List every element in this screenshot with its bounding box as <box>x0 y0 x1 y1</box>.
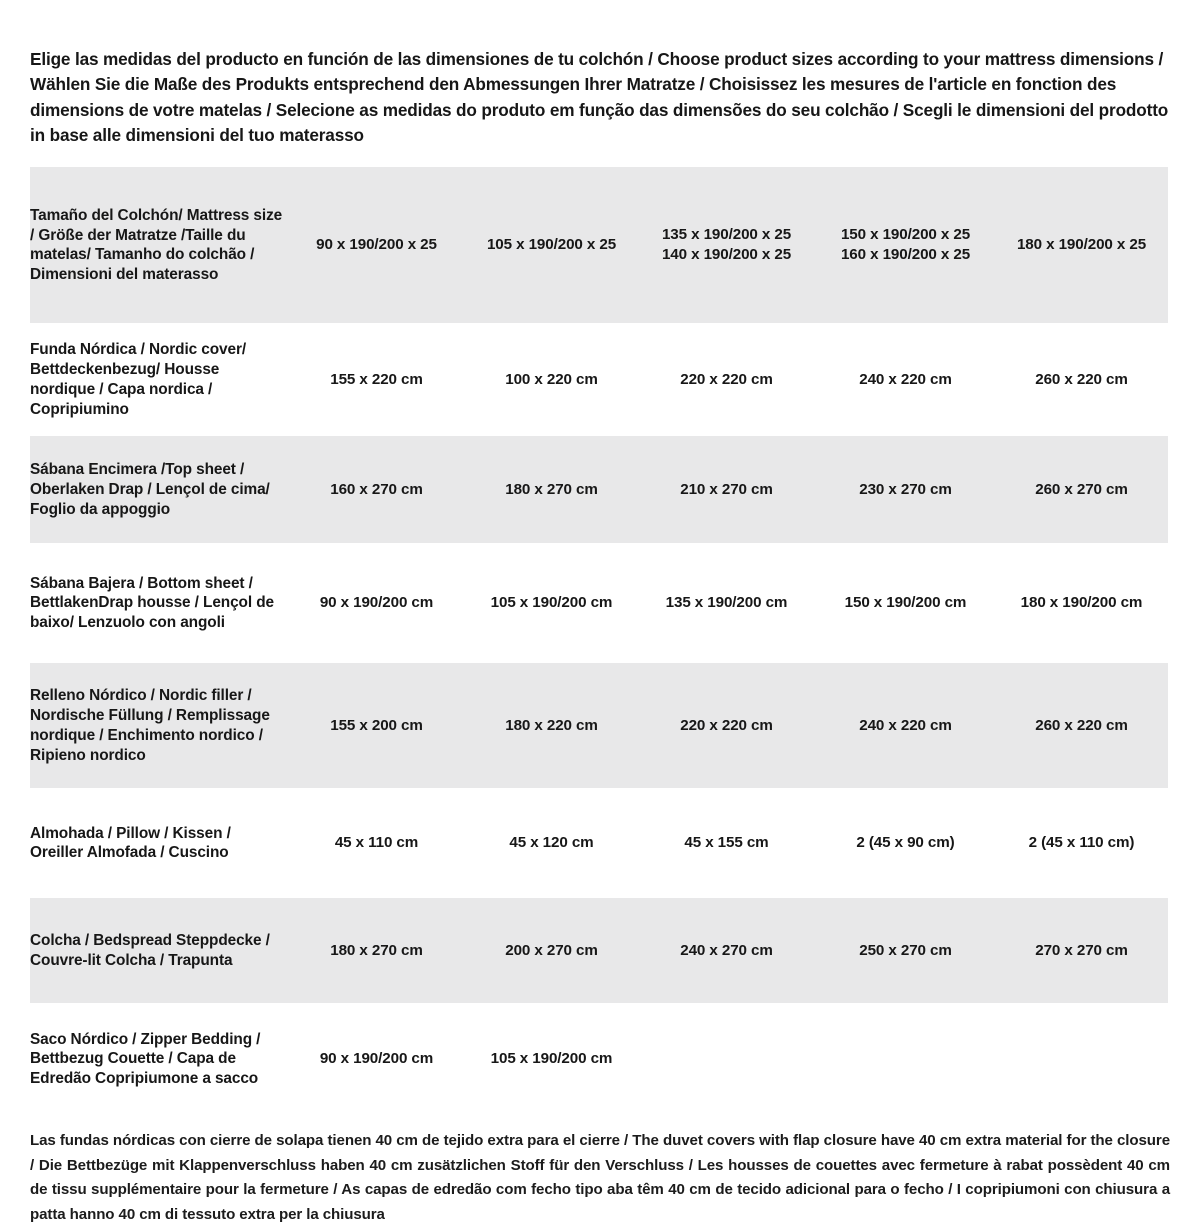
cell-bottom-sheet-col-3: 135 x 190/200 cm <box>637 543 816 664</box>
header-col-3-line-1: 135 x 190/200 x 25 <box>661 225 792 243</box>
cell-bottom-sheet-col-4: 150 x 190/200 cm <box>816 543 995 664</box>
cell-bottom-sheet-col-1: 90 x 190/200 cm <box>287 543 466 664</box>
table-row: Sábana Encimera /Top sheet / Oberlaken D… <box>30 436 1168 544</box>
header-col-5: 180 x 190/200 x 25 <box>995 167 1168 324</box>
cell-bottom-sheet-col-2: 105 x 190/200 cm <box>466 543 637 664</box>
cell-nordic-filler-col-5: 260 x 220 cm <box>995 663 1168 789</box>
cell-zipper-bedding-col-5 <box>995 1003 1168 1116</box>
cell-top-sheet-col-3: 210 x 270 cm <box>637 436 816 544</box>
cell-nordic-cover-col-4: 240 x 220 cm <box>816 323 995 437</box>
row-label-bottom-sheet: Sábana Bajera / Bottom sheet / Bettlaken… <box>30 543 287 664</box>
row-label-bedspread: Colcha / Bedspread Steppdecke / Couvre-l… <box>30 898 287 1004</box>
header-col-3-line-2: 140 x 190/200 x 25 <box>661 246 792 264</box>
cell-zipper-bedding-col-1: 90 x 190/200 cm <box>287 1003 466 1116</box>
header-col-4-line-1: 150 x 190/200 x 25 <box>840 225 971 243</box>
cell-bedspread-col-4: 250 x 270 cm <box>816 898 995 1004</box>
cell-zipper-bedding-col-4 <box>816 1003 995 1116</box>
row-label-top-sheet: Sábana Encimera /Top sheet / Oberlaken D… <box>30 436 287 544</box>
cell-pillow-col-5: 2 (45 x 110 cm) <box>995 788 1168 899</box>
header-label-mattress-size: Tamaño del Colchón/ Mattress size / Größ… <box>30 167 287 324</box>
table-header-row: Tamaño del Colchón/ Mattress size / Größ… <box>30 167 1168 324</box>
table-row: Funda Nórdica / Nordic cover/ Bettdecken… <box>30 323 1168 437</box>
row-label-pillow: Almohada / Pillow / Kissen / Oreiller Al… <box>30 788 287 899</box>
table-row: Almohada / Pillow / Kissen / Oreiller Al… <box>30 788 1168 899</box>
cell-zipper-bedding-col-2: 105 x 190/200 cm <box>466 1003 637 1116</box>
cell-nordic-cover-col-3: 220 x 220 cm <box>637 323 816 437</box>
cell-bedspread-col-3: 240 x 270 cm <box>637 898 816 1004</box>
size-guide-page: Elige las medidas del producto en funció… <box>0 17 1200 1223</box>
footnote-paragraph: Las fundas nórdicas con cierre de solapa… <box>30 1132 1170 1223</box>
cell-pillow-col-2: 45 x 120 cm <box>466 788 637 899</box>
cell-top-sheet-col-5: 260 x 270 cm <box>995 436 1168 544</box>
table-row: Sábana Bajera / Bottom sheet / Bettlaken… <box>30 543 1168 664</box>
cell-nordic-cover-col-2: 100 x 220 cm <box>466 323 637 437</box>
cell-nordic-filler-col-2: 180 x 220 cm <box>466 663 637 789</box>
row-label-zipper-bedding: Saco Nórdico / Zipper Bedding / Bettbezu… <box>30 1003 287 1116</box>
cell-nordic-filler-col-1: 155 x 200 cm <box>287 663 466 789</box>
row-label-nordic-cover: Funda Nórdica / Nordic cover/ Bettdecken… <box>30 323 287 437</box>
cell-bedspread-col-1: 180 x 270 cm <box>287 898 466 1004</box>
table-row: Relleno Nórdico / Nordic filler / Nordis… <box>30 663 1168 789</box>
cell-pillow-col-4: 2 (45 x 90 cm) <box>816 788 995 899</box>
cell-nordic-cover-col-1: 155 x 220 cm <box>287 323 466 437</box>
header-col-2: 105 x 190/200 x 25 <box>466 167 637 324</box>
table-row: Colcha / Bedspread Steppdecke / Couvre-l… <box>30 898 1168 1004</box>
cell-top-sheet-col-2: 180 x 270 cm <box>466 436 637 544</box>
cell-pillow-col-3: 45 x 155 cm <box>637 788 816 899</box>
header-col-4-line-2: 160 x 190/200 x 25 <box>840 246 971 264</box>
cell-top-sheet-col-4: 230 x 270 cm <box>816 436 995 544</box>
header-col-1: 90 x 190/200 x 25 <box>287 167 466 324</box>
cell-top-sheet-col-1: 160 x 270 cm <box>287 436 466 544</box>
cell-bedspread-col-5: 270 x 270 cm <box>995 898 1168 1004</box>
cell-bottom-sheet-col-5: 180 x 190/200 cm <box>995 543 1168 664</box>
cell-bedspread-col-2: 200 x 270 cm <box>466 898 637 1004</box>
header-col-1-line-1: 90 x 190/200 x 25 <box>316 236 437 254</box>
cell-nordic-filler-col-3: 220 x 220 cm <box>637 663 816 789</box>
intro-paragraph: Elige las medidas del producto en funció… <box>30 49 1169 146</box>
header-col-5-line-1: 180 x 190/200 x 25 <box>1016 236 1147 254</box>
header-col-4: 150 x 190/200 x 25 160 x 190/200 x 25 <box>816 167 995 324</box>
cell-zipper-bedding-col-3 <box>637 1003 816 1116</box>
cell-nordic-filler-col-4: 240 x 220 cm <box>816 663 995 789</box>
cell-nordic-cover-col-5: 260 x 220 cm <box>995 323 1168 437</box>
header-col-2-line-1: 105 x 190/200 x 25 <box>486 236 617 254</box>
header-col-3: 135 x 190/200 x 25 140 x 190/200 x 25 <box>637 167 816 324</box>
table-body: Tamaño del Colchón/ Mattress size / Größ… <box>30 167 1168 1116</box>
mattress-size-table: Tamaño del Colchón/ Mattress size / Größ… <box>30 167 1168 1116</box>
cell-pillow-col-1: 45 x 110 cm <box>287 788 466 899</box>
table-row: Saco Nórdico / Zipper Bedding / Bettbezu… <box>30 1003 1168 1116</box>
row-label-nordic-filler: Relleno Nórdico / Nordic filler / Nordis… <box>30 663 287 789</box>
